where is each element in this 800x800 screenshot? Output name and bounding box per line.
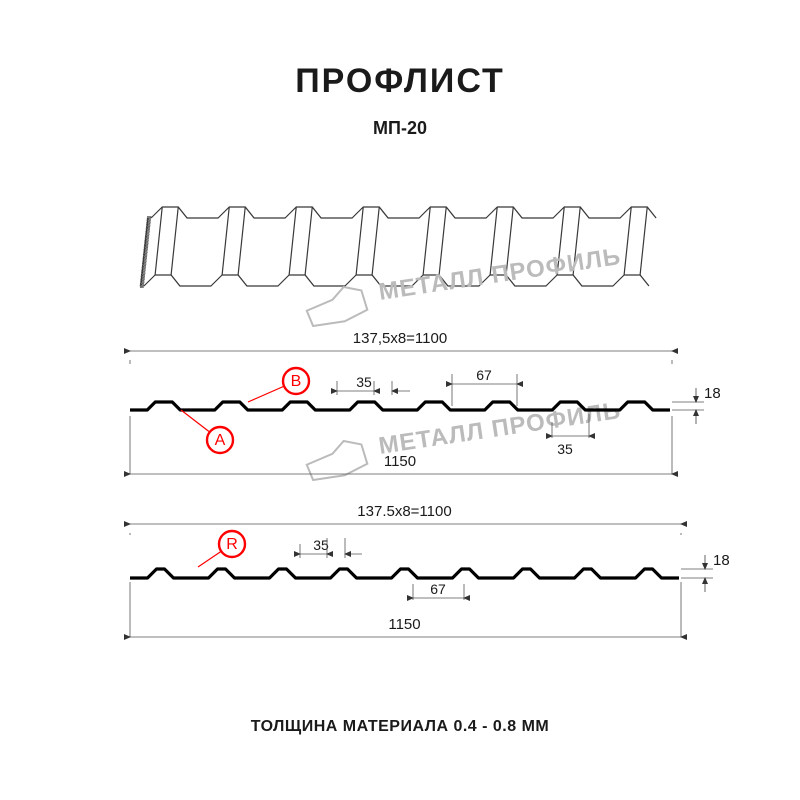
svg-text:67: 67 (430, 581, 446, 597)
svg-text:A: A (215, 432, 226, 449)
svg-text:1150: 1150 (384, 453, 416, 470)
svg-text:67: 67 (476, 367, 492, 383)
svg-text:R: R (226, 536, 238, 553)
svg-text:137,5x8=1100: 137,5x8=1100 (353, 330, 447, 347)
svg-text:18: 18 (704, 385, 721, 402)
svg-text:137.5x8=1100: 137.5x8=1100 (357, 503, 451, 520)
svg-text:1150: 1150 (388, 616, 420, 633)
svg-text:35: 35 (356, 374, 372, 390)
svg-text:B: B (291, 373, 302, 390)
svg-text:МЕТАЛЛ ПРОФИЛЬ: МЕТАЛЛ ПРОФИЛЬ (377, 397, 623, 460)
svg-text:18: 18 (713, 552, 730, 569)
svg-text:МЕТАЛЛ ПРОФИЛЬ: МЕТАЛЛ ПРОФИЛЬ (377, 243, 623, 306)
svg-text:35: 35 (557, 441, 573, 457)
